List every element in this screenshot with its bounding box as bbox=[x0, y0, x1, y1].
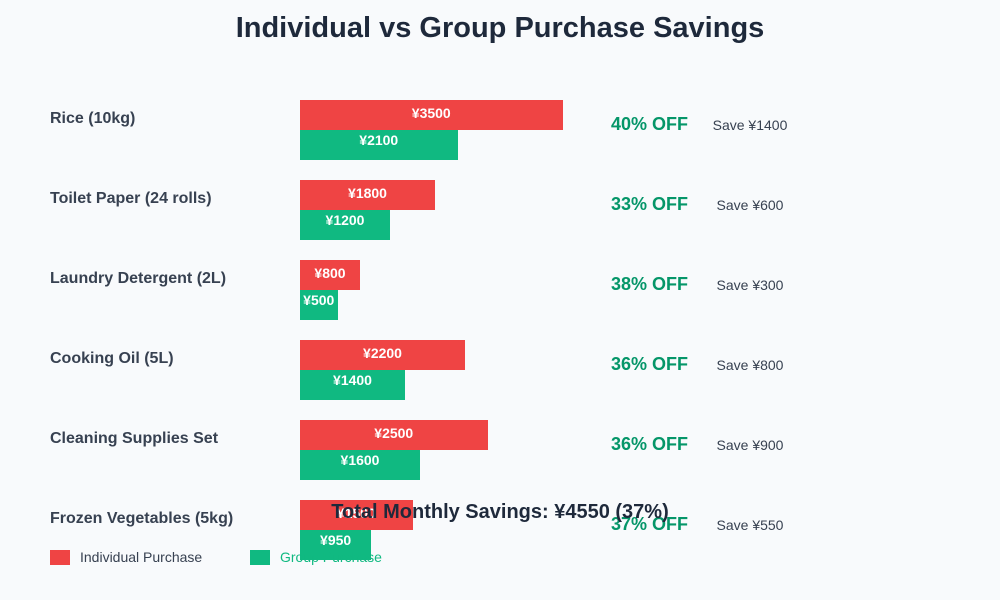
savings-label: Save ¥600 bbox=[716, 197, 784, 213]
chart-row: Rice (10kg) ¥3500 ¥2100 40% OFF Save ¥1400 bbox=[0, 100, 1000, 160]
discount-label: 37% OFF bbox=[611, 514, 689, 534]
chart-title: Individual vs Group Purchase Savings bbox=[235, 12, 765, 44]
chart-row: Cleaning Supplies Set ¥2500 ¥1600 36% OFF Sa… bbox=[0, 420, 1000, 480]
discount-label: 36% OFF bbox=[611, 354, 689, 374]
item-label: Frozen Vegetables (5kg) bbox=[50, 510, 234, 527]
individual-swatch bbox=[50, 550, 70, 565]
discount-label: 38% OFF bbox=[611, 274, 689, 294]
chart-row: Toilet Paper (24 rolls) ¥1800 ¥1200 33% OFF… bbox=[0, 180, 1000, 240]
individual-bar: ¥2200 bbox=[300, 340, 465, 370]
item-label: Toilet Paper (24 rolls) bbox=[50, 190, 212, 207]
total-savings: Total Monthly Savings: ¥4550 (37%) bbox=[331, 501, 669, 523]
group-bar: ¥1600 bbox=[300, 450, 420, 480]
group-bar: ¥500 bbox=[300, 290, 338, 320]
item-label: Rice (10kg) bbox=[50, 110, 136, 127]
individual-bar: ¥2500 bbox=[300, 420, 488, 450]
group-swatch bbox=[250, 550, 270, 565]
item-label: Cleaning Supplies Set bbox=[50, 430, 219, 447]
group-bar: ¥950 bbox=[300, 530, 372, 560]
individual-bar: ¥1500 bbox=[300, 500, 413, 530]
group-bar: ¥1400 bbox=[300, 370, 405, 400]
savings-label: Save ¥300 bbox=[716, 277, 784, 293]
discount-label: 40% OFF bbox=[611, 114, 689, 134]
chart-row: Laundry Detergent (2L) ¥800 ¥500 38% OFF Sav… bbox=[0, 260, 1000, 320]
item-label: Laundry Detergent (2L) bbox=[50, 270, 227, 287]
legend-label: Group Purchase bbox=[280, 549, 382, 565]
legend-label: Individual Purchase bbox=[80, 549, 203, 565]
individual-bar: ¥1800 bbox=[300, 180, 435, 210]
discount-label: 33% OFF bbox=[611, 194, 689, 214]
group-bar: ¥1200 bbox=[300, 210, 390, 240]
group-bar: ¥2100 bbox=[300, 130, 458, 160]
savings-label: Save ¥1400 bbox=[712, 117, 788, 133]
savings-label: Save ¥900 bbox=[716, 437, 784, 453]
chart-row: Frozen Vegetables (5kg) ¥1500 ¥950 37% OFF S… bbox=[0, 500, 1000, 560]
chart-row: Cooking Oil (5L) ¥2200 ¥1400 36% OFF Save ¥8… bbox=[0, 340, 1000, 400]
savings-label: Save ¥550 bbox=[716, 517, 784, 533]
individual-bar: ¥3500 bbox=[300, 100, 563, 130]
individual-bar: ¥800 bbox=[300, 260, 360, 290]
item-label: Cooking Oil (5L) bbox=[50, 350, 174, 367]
savings-label: Save ¥800 bbox=[716, 357, 784, 373]
discount-label: 36% OFF bbox=[611, 434, 689, 454]
